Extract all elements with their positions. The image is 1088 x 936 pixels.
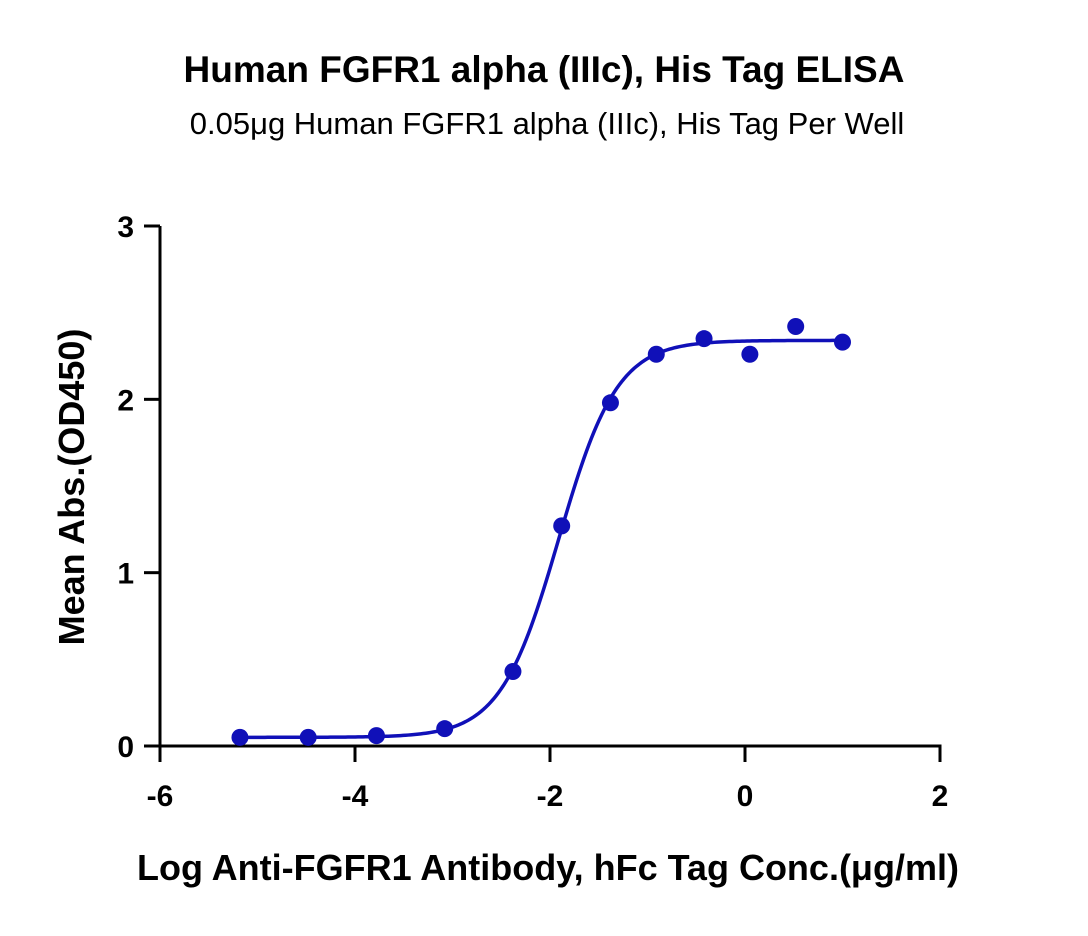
data-point	[436, 720, 454, 738]
data-point	[647, 345, 665, 363]
data-point	[299, 728, 317, 746]
data-point	[834, 333, 851, 351]
data-point	[553, 517, 571, 535]
y-tick-label: 0	[117, 731, 134, 764]
data-point	[787, 318, 805, 336]
y-tick-label: 3	[117, 211, 134, 244]
axes: 0 1 2 3 -6 -4 -2 0 2	[117, 211, 948, 813]
fit-curve	[239, 338, 843, 740]
x-tick-label: -4	[342, 780, 369, 813]
chart-subtitle: 0.05μg Human FGFR1 alpha (IIIc), His Tag…	[190, 106, 904, 141]
data-point	[504, 662, 522, 680]
x-axis-label: Log Anti-FGFR1 Antibody, hFc Tag Conc.(μ…	[137, 847, 959, 888]
data-point	[601, 394, 619, 412]
chart-title: Human FGFR1 alpha (IIIc), His Tag ELISA	[184, 49, 905, 90]
fit-curve-layer	[239, 338, 843, 740]
data-point	[741, 345, 759, 363]
x-tick-label: 2	[932, 780, 949, 813]
data-point	[695, 330, 713, 348]
data-point	[231, 728, 249, 746]
y-tick-label: 1	[117, 558, 134, 591]
y-axis-label: Mean Abs.(OD450)	[51, 329, 92, 646]
x-tick-label: -2	[537, 780, 564, 813]
data-points-layer	[231, 318, 851, 746]
data-point	[367, 727, 385, 745]
y-tick-label: 2	[117, 384, 134, 417]
x-tick-label: -6	[147, 780, 174, 813]
x-tick-label: 0	[737, 780, 754, 813]
